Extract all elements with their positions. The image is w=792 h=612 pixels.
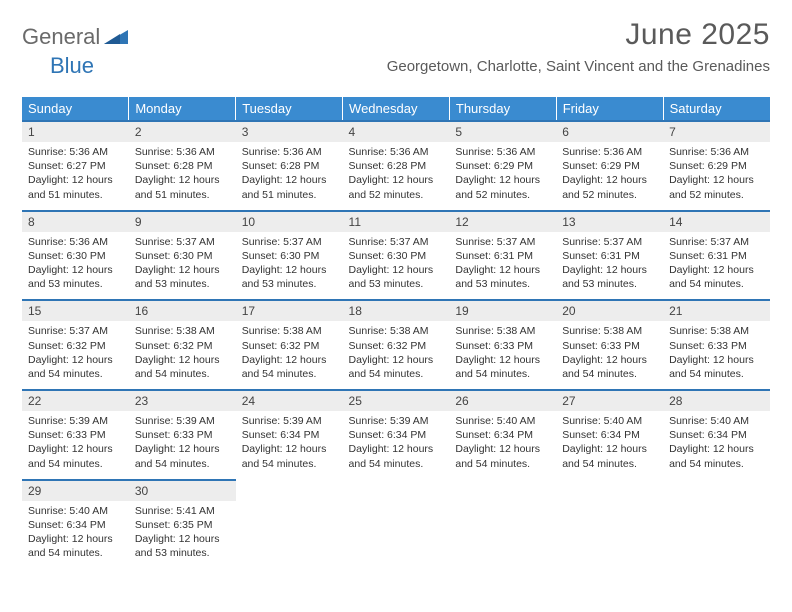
day-cell: Sunrise: 5:36 AMSunset: 6:30 PMDaylight:… (22, 232, 129, 300)
day-number: 29 (22, 481, 129, 501)
logo-triangle-icon (104, 26, 128, 49)
day-cell: Sunrise: 5:36 AMSunset: 6:28 PMDaylight:… (236, 142, 343, 210)
day-cell: Sunrise: 5:38 AMSunset: 6:32 PMDaylight:… (236, 321, 343, 389)
day-cell: Sunrise: 5:36 AMSunset: 6:29 PMDaylight:… (556, 142, 663, 210)
day-cell: Sunrise: 5:40 AMSunset: 6:34 PMDaylight:… (663, 411, 770, 479)
day-cell: Sunrise: 5:39 AMSunset: 6:33 PMDaylight:… (22, 411, 129, 479)
day-number-row: 891011121314 (22, 211, 770, 232)
day-number: 15 (22, 301, 129, 321)
day-number: 27 (556, 391, 663, 411)
day-cell: Sunrise: 5:37 AMSunset: 6:31 PMDaylight:… (449, 232, 556, 300)
day-number-row: 1234567 (22, 121, 770, 142)
day-number: 23 (129, 391, 236, 411)
day-number: 25 (343, 391, 450, 411)
day-number: 16 (129, 301, 236, 321)
day-cell: Sunrise: 5:40 AMSunset: 6:34 PMDaylight:… (449, 411, 556, 479)
day-number: 12 (449, 212, 556, 232)
day-cell: Sunrise: 5:36 AMSunset: 6:29 PMDaylight:… (449, 142, 556, 210)
day-cell: Sunrise: 5:40 AMSunset: 6:34 PMDaylight:… (556, 411, 663, 479)
day-number: 28 (663, 391, 770, 411)
day-number: 6 (556, 122, 663, 142)
day-cell: Sunrise: 5:40 AMSunset: 6:34 PMDaylight:… (22, 501, 129, 569)
day-number: 21 (663, 301, 770, 321)
weekday-header: Friday (556, 97, 663, 121)
day-cell: Sunrise: 5:37 AMSunset: 6:30 PMDaylight:… (236, 232, 343, 300)
day-cell: Sunrise: 5:36 AMSunset: 6:29 PMDaylight:… (663, 142, 770, 210)
weekday-header: Saturday (663, 97, 770, 121)
weekday-header-row: Sunday Monday Tuesday Wednesday Thursday… (22, 97, 770, 121)
day-number: 4 (343, 122, 450, 142)
day-number: 26 (449, 391, 556, 411)
logo: General (22, 18, 130, 50)
logo-text-general: General (22, 24, 100, 50)
logo-text-blue: Blue (50, 53, 94, 78)
day-number: 24 (236, 391, 343, 411)
day-cell: Sunrise: 5:38 AMSunset: 6:33 PMDaylight:… (556, 321, 663, 389)
day-number: 18 (343, 301, 450, 321)
day-cell: Sunrise: 5:37 AMSunset: 6:31 PMDaylight:… (556, 232, 663, 300)
day-cell: Sunrise: 5:36 AMSunset: 6:27 PMDaylight:… (22, 142, 129, 210)
weekday-header: Thursday (449, 97, 556, 121)
day-number: 13 (556, 212, 663, 232)
weekday-header: Tuesday (236, 97, 343, 121)
day-number: 3 (236, 122, 343, 142)
month-title: June 2025 (387, 18, 770, 52)
day-content-row: Sunrise: 5:39 AMSunset: 6:33 PMDaylight:… (22, 411, 770, 480)
day-number: 7 (663, 122, 770, 142)
day-content-row: Sunrise: 5:40 AMSunset: 6:34 PMDaylight:… (22, 501, 770, 569)
day-number: 1 (22, 122, 129, 142)
day-number: 5 (449, 122, 556, 142)
day-number-row: 15161718192021 (22, 300, 770, 321)
day-cell: Sunrise: 5:38 AMSunset: 6:32 PMDaylight:… (129, 321, 236, 389)
day-number: 20 (556, 301, 663, 321)
day-cell: Sunrise: 5:37 AMSunset: 6:31 PMDaylight:… (663, 232, 770, 300)
day-cell: Sunrise: 5:36 AMSunset: 6:28 PMDaylight:… (343, 142, 450, 210)
day-number: 9 (129, 212, 236, 232)
title-block: June 2025 Georgetown, Charlotte, Saint V… (387, 18, 770, 83)
day-number: 22 (22, 391, 129, 411)
day-cell: Sunrise: 5:37 AMSunset: 6:30 PMDaylight:… (343, 232, 450, 300)
day-content-row: Sunrise: 5:36 AMSunset: 6:30 PMDaylight:… (22, 232, 770, 301)
day-cell: Sunrise: 5:38 AMSunset: 6:33 PMDaylight:… (449, 321, 556, 389)
day-cell: Sunrise: 5:36 AMSunset: 6:28 PMDaylight:… (129, 142, 236, 210)
day-content-row: Sunrise: 5:36 AMSunset: 6:27 PMDaylight:… (22, 142, 770, 211)
day-number-row: 22232425262728 (22, 390, 770, 411)
day-number: 19 (449, 301, 556, 321)
weekday-header: Sunday (22, 97, 129, 121)
weekday-header: Monday (129, 97, 236, 121)
day-cell: Sunrise: 5:38 AMSunset: 6:33 PMDaylight:… (663, 321, 770, 389)
day-cell: Sunrise: 5:39 AMSunset: 6:34 PMDaylight:… (343, 411, 450, 479)
day-number: 14 (663, 212, 770, 232)
calendar-body: 1234567Sunrise: 5:36 AMSunset: 6:27 PMDa… (22, 121, 770, 568)
day-cell: Sunrise: 5:38 AMSunset: 6:32 PMDaylight:… (343, 321, 450, 389)
location-text: Georgetown, Charlotte, Saint Vincent and… (387, 58, 770, 75)
day-cell: Sunrise: 5:37 AMSunset: 6:32 PMDaylight:… (22, 321, 129, 389)
day-cell: Sunrise: 5:39 AMSunset: 6:33 PMDaylight:… (129, 411, 236, 479)
day-number: 10 (236, 212, 343, 232)
day-cell: Sunrise: 5:37 AMSunset: 6:30 PMDaylight:… (129, 232, 236, 300)
day-number: 11 (343, 212, 450, 232)
day-number: 8 (22, 212, 129, 232)
day-content-row: Sunrise: 5:37 AMSunset: 6:32 PMDaylight:… (22, 321, 770, 390)
day-number-row: 2930 (22, 480, 770, 501)
day-number: 2 (129, 122, 236, 142)
day-number: 30 (129, 481, 236, 501)
weekday-header: Wednesday (343, 97, 450, 121)
day-cell: Sunrise: 5:39 AMSunset: 6:34 PMDaylight:… (236, 411, 343, 479)
calendar-table: Sunday Monday Tuesday Wednesday Thursday… (22, 97, 770, 568)
day-cell: Sunrise: 5:41 AMSunset: 6:35 PMDaylight:… (129, 501, 236, 569)
day-number: 17 (236, 301, 343, 321)
